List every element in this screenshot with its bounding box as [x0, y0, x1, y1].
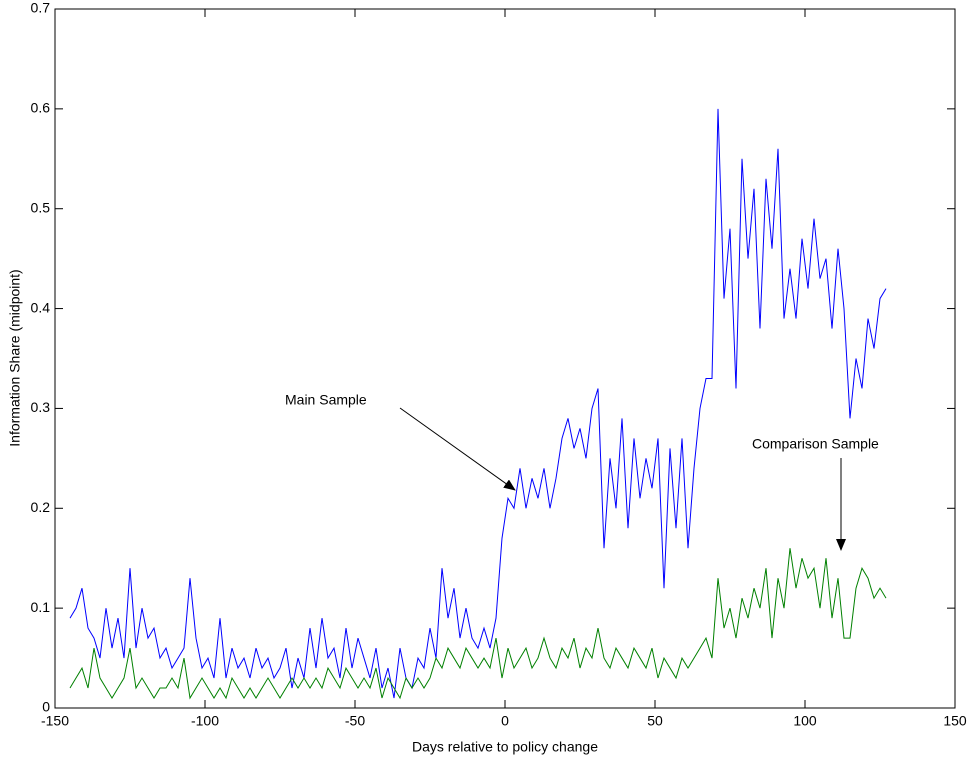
y-tick-label: 0.1	[31, 599, 51, 615]
data-line	[69, 548, 887, 700]
y-tick-label: 0.7	[31, 0, 51, 16]
x-axis-label: Days relative to policy change	[412, 739, 598, 755]
x-tick-label: -150	[41, 713, 69, 729]
annotation-arrow	[399, 407, 516, 491]
x-tick-label: 50	[647, 713, 663, 729]
annotation: Comparison Sample	[752, 436, 879, 452]
axes-box	[54, 8, 956, 709]
x-tick-label: 0	[501, 713, 509, 729]
y-tick-label: 0.3	[31, 399, 51, 415]
y-tick-label: 0	[42, 699, 50, 715]
y-tick-label: 0.6	[31, 100, 51, 116]
x-tick-label: -50	[345, 713, 365, 729]
x-tick-label: -100	[191, 713, 219, 729]
data-line	[69, 108, 887, 699]
x-tick-label: 100	[793, 713, 817, 729]
x-tick-label: 150	[943, 713, 967, 729]
y-tick-label: 0.4	[31, 299, 51, 315]
y-tick-label: 0.5	[31, 199, 51, 215]
annotation: Main Sample	[285, 392, 367, 408]
y-axis-label: Information Share (midpoint)	[7, 269, 23, 446]
y-tick-label: 0.2	[31, 499, 51, 515]
